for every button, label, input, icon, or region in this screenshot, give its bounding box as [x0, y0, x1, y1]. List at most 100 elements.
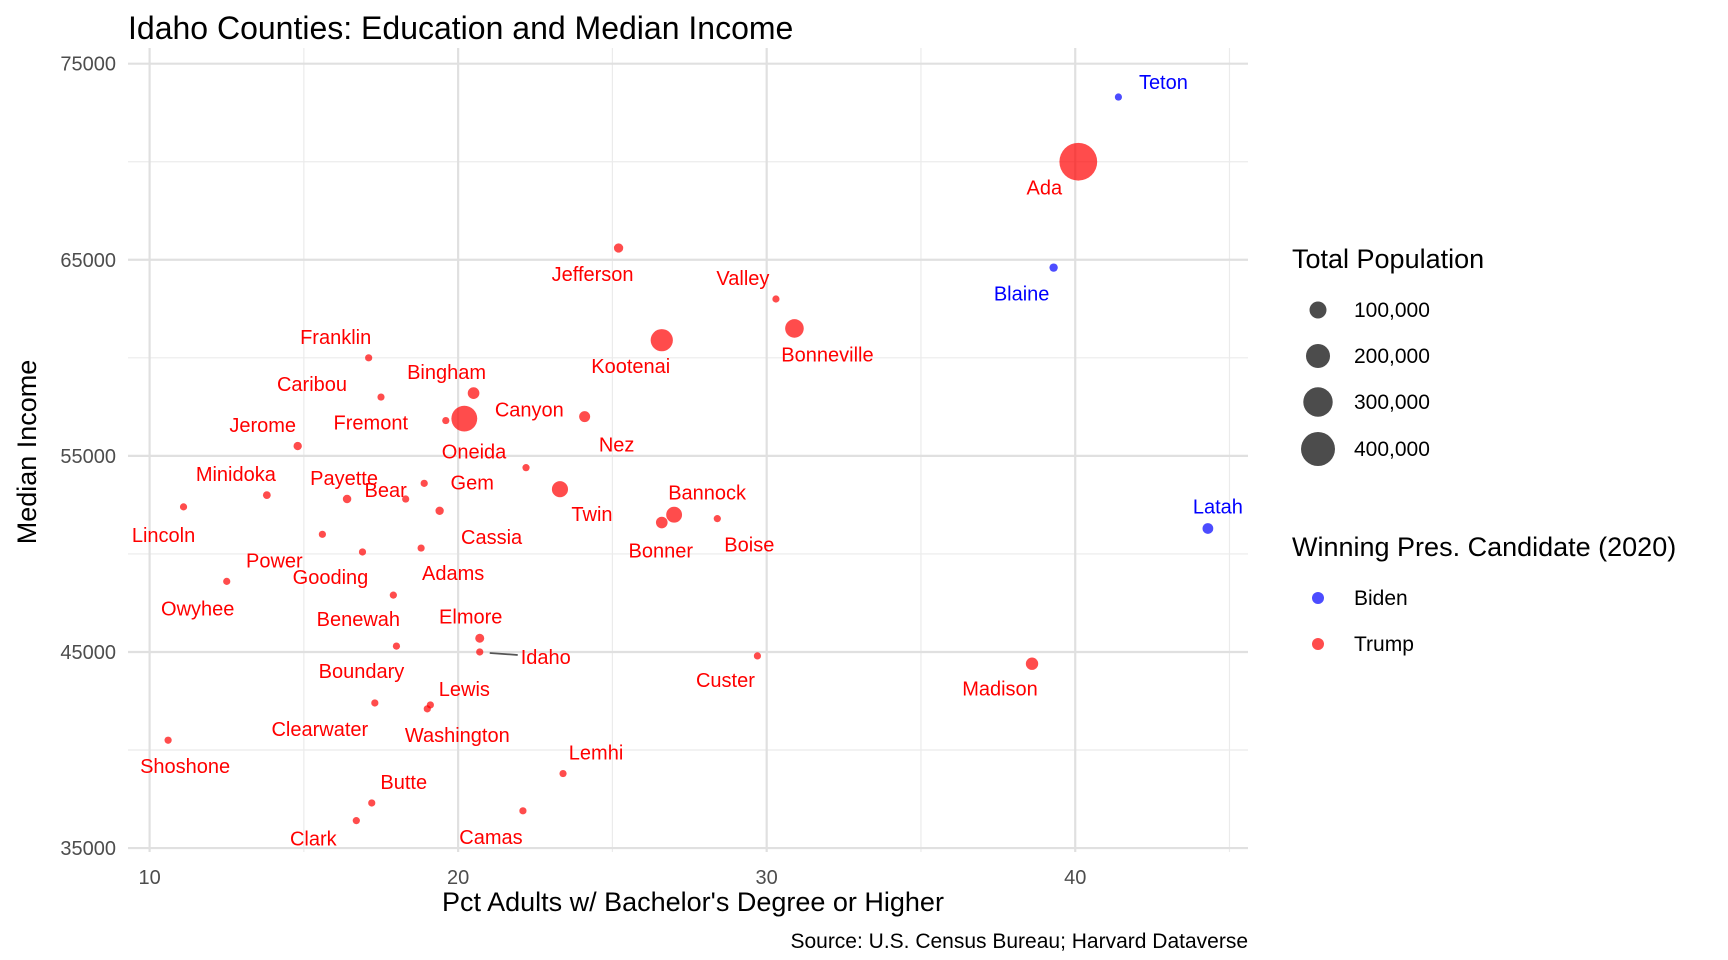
label-blaine: Blaine [994, 284, 1050, 306]
axes: 10 20 30 40 35000 45000 55000 65000 75000 [60, 54, 1086, 889]
y-axis-label: Median Income [12, 360, 42, 545]
point-payette [342, 494, 352, 504]
label-teton: Teton [1139, 72, 1188, 94]
size-legend-title: Total Population [1292, 244, 1484, 274]
point-lewis [426, 701, 434, 709]
point-oneida [522, 464, 530, 472]
size-legend-label: 400,000 [1354, 438, 1430, 461]
point-custer [753, 652, 762, 660]
point-jerome [293, 441, 302, 451]
label-benewah: Benewah [317, 609, 400, 631]
x-tick-label: 20 [447, 867, 469, 889]
point-clearwater [371, 699, 379, 707]
point-adams [417, 544, 425, 552]
color-legend-label: Biden [1354, 587, 1408, 610]
point-twin [551, 481, 569, 498]
label-fremont: Fremont [334, 413, 409, 435]
label-idaho: Idaho [521, 647, 571, 669]
y-tick-label: 65000 [60, 250, 116, 272]
point-bonneville [785, 319, 804, 338]
label-canyon: Canyon [495, 400, 564, 422]
label-adams: Adams [422, 563, 484, 585]
point-fremont [442, 416, 450, 425]
point-teton [1114, 93, 1123, 101]
point-nez [579, 411, 591, 423]
point-minidoka [262, 491, 271, 499]
y-tick-label: 35000 [60, 838, 116, 860]
source-caption: Source: U.S. Census Bureau; Harvard Data… [790, 930, 1248, 953]
y-tick-label: 55000 [60, 446, 116, 468]
label-leaders [489, 652, 518, 656]
point-benewah [389, 591, 397, 599]
label-jefferson: Jefferson [552, 264, 634, 286]
point-labels: Teton Ada Blaine Latah Madison Jefferson Valle… [132, 72, 1243, 851]
size-legend-label: 200,000 [1354, 345, 1430, 368]
data-points [164, 93, 1214, 825]
grid [128, 48, 1248, 852]
point-caribou [377, 393, 385, 401]
label-twin: Twin [571, 504, 612, 526]
point-jefferson [613, 243, 624, 253]
point-power [318, 530, 326, 538]
size-legend-label: 100,000 [1354, 299, 1430, 322]
chart-title: Idaho Counties: Education and Median Inc… [128, 10, 793, 46]
label-payette: Payette [310, 468, 378, 490]
color-legend-key-biden [1312, 592, 1324, 604]
label-cassia: Cassia [461, 527, 523, 549]
label-valley: Valley [716, 268, 769, 290]
size-legend-key [1305, 343, 1331, 369]
x-tick-label: 40 [1064, 867, 1086, 889]
label-washington: Washington [405, 725, 510, 747]
label-clearwater: Clearwater [271, 719, 368, 741]
size-legend-key [1301, 432, 1335, 466]
label-lemhi: Lemhi [569, 743, 623, 765]
label-owyhee: Owyhee [161, 598, 234, 620]
label-nez: Nez [599, 435, 635, 457]
size-legend: Total Population 100,000 200,000 300,000 40… [1292, 244, 1484, 466]
color-legend-key-trump [1312, 638, 1324, 650]
x-tick-label: 30 [756, 867, 778, 889]
point-clark [352, 817, 360, 825]
label-franklin: Franklin [300, 327, 371, 349]
label-boundary: Boundary [319, 661, 405, 683]
y-tick-label: 45000 [60, 642, 116, 664]
label-madison: Madison [962, 679, 1038, 701]
label-custer: Custer [696, 670, 755, 692]
label-jerome: Jerome [229, 415, 296, 437]
label-elmore: Elmore [439, 606, 502, 628]
point-valley [772, 295, 780, 303]
label-ada: Ada [1027, 178, 1063, 200]
label-minidoka: Minidoka [196, 464, 277, 486]
label-bingham: Bingham [407, 362, 486, 384]
label-gem: Gem [451, 472, 494, 494]
point-lincoln [179, 503, 188, 511]
label-caribou: Caribou [277, 374, 347, 396]
label-gooding: Gooding [293, 567, 369, 589]
color-legend: Winning Pres. Candidate (2020) Biden Trum… [1292, 532, 1676, 656]
label-bonneville: Bonneville [781, 344, 873, 366]
label-bear: Bear [365, 480, 408, 502]
label-lincoln: Lincoln [132, 525, 195, 547]
x-axis-label: Pct Adults w/ Bachelor's Degree or Highe… [442, 887, 944, 917]
point-bear [402, 495, 410, 503]
size-legend-key [1303, 387, 1333, 417]
label-latah: Latah [1193, 496, 1243, 518]
color-legend-title: Winning Pres. Candidate (2020) [1292, 532, 1676, 562]
label-clark: Clark [290, 829, 338, 851]
point-shoshone [164, 736, 172, 744]
label-shoshone: Shoshone [140, 756, 230, 778]
label-boise: Boise [724, 535, 774, 557]
label-lewis: Lewis [439, 679, 490, 701]
point-bingham [467, 387, 480, 399]
label-bonner: Bonner [629, 541, 694, 563]
point-camas [519, 807, 527, 815]
point-gooding [358, 548, 367, 556]
point-lemhi [559, 769, 567, 778]
point-boundary [392, 642, 401, 650]
point-ada [1059, 142, 1098, 181]
label-power: Power [246, 550, 303, 572]
point-blaine [1049, 263, 1058, 272]
size-legend-label: 300,000 [1354, 391, 1430, 414]
point-kootenai [650, 329, 673, 352]
